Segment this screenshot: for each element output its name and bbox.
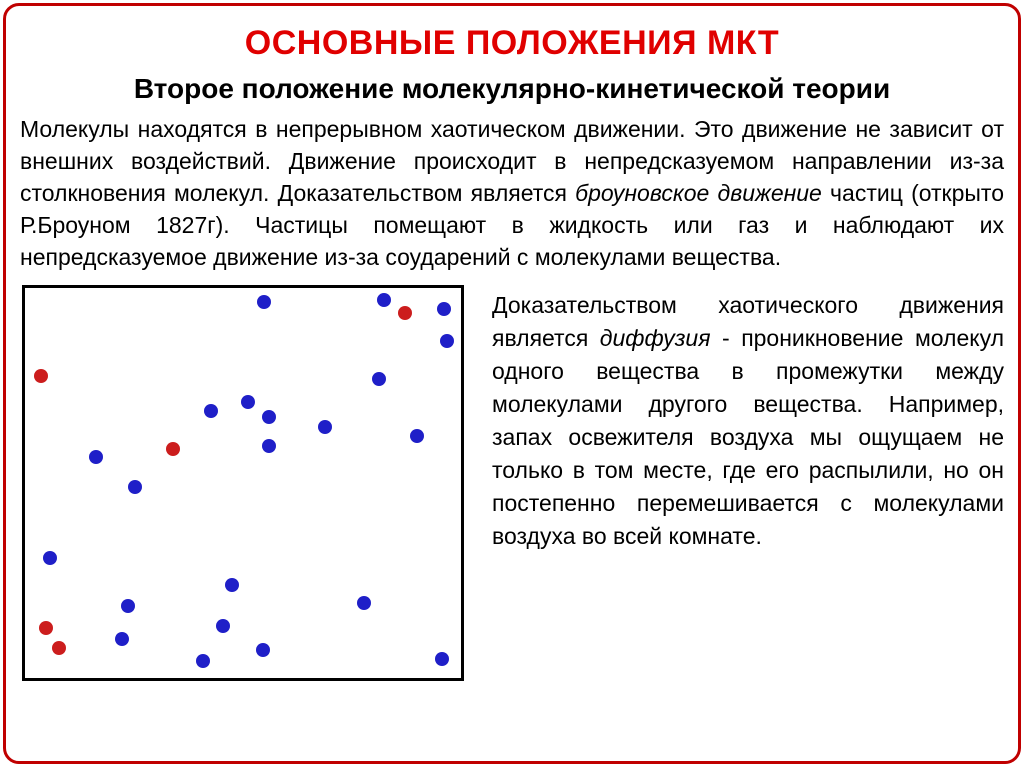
- molecule-dot-blue: [372, 372, 386, 386]
- brownian-motion-diagram: [22, 285, 464, 681]
- molecule-dot-red: [52, 641, 66, 655]
- molecule-dot-red: [398, 306, 412, 320]
- molecule-dot-blue: [204, 404, 218, 418]
- molecule-dot-blue: [437, 302, 451, 316]
- molecule-dot-blue: [128, 480, 142, 494]
- content-row: Доказательством хаотического движения яв…: [22, 285, 1004, 681]
- molecule-dot-blue: [357, 596, 371, 610]
- molecule-dot-blue: [89, 450, 103, 464]
- molecule-dot-blue: [262, 410, 276, 424]
- molecule-dot-blue: [257, 295, 271, 309]
- molecule-dot-blue: [318, 420, 332, 434]
- molecule-dot-blue: [121, 599, 135, 613]
- molecule-dot-blue: [216, 619, 230, 633]
- diffusion-paragraph: Доказательством хаотического движения яв…: [492, 289, 1004, 681]
- slide-subtitle: Второе положение молекулярно-кинетическо…: [133, 73, 891, 104]
- molecule-dot-red: [166, 442, 180, 456]
- diffusion-text-1: Доказательством хаотического движения яв…: [492, 292, 1004, 351]
- intro-text-2: частиц (открыто Р.Броуном 1827г). Частиц…: [20, 180, 1005, 270]
- molecule-dot-blue: [262, 439, 276, 453]
- molecule-dot-blue: [115, 632, 129, 646]
- molecule-dot-blue: [440, 334, 454, 348]
- slide-title: ОСНОВНЫЕ ПОЛОЖЕНИЯ МКТ: [244, 24, 780, 62]
- molecule-dot-blue: [435, 652, 449, 666]
- molecule-dot-blue: [410, 429, 424, 443]
- molecule-dot-blue: [241, 395, 255, 409]
- molecule-dot-blue: [225, 578, 239, 592]
- molecule-dot-red: [34, 369, 48, 383]
- diffusion-text-2: - проникновение молекул одного вещества …: [492, 325, 1004, 549]
- molecule-dot-blue: [196, 654, 210, 668]
- molecule-dot-red: [39, 621, 53, 635]
- intro-text-1: Молекулы находятся в непрерывном хаотиче…: [20, 116, 1004, 206]
- molecule-dot-blue: [43, 551, 57, 565]
- intro-paragraph: Молекулы находятся в непрерывном хаотиче…: [20, 113, 1004, 273]
- molecule-dot-blue: [377, 293, 391, 307]
- intro-text-italic: броуновское движение: [575, 180, 822, 206]
- diffusion-text-italic: диффузия: [599, 325, 711, 351]
- molecule-dot-blue: [256, 643, 270, 657]
